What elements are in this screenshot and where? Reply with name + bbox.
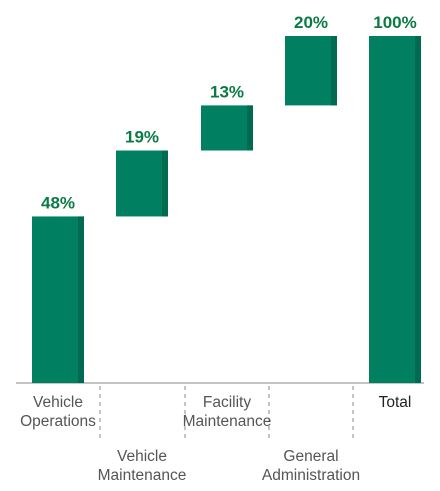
- bar-vehicle-maintenance: [116, 150, 168, 217]
- bar-vehicle-operations: [32, 216, 84, 383]
- bar-shade-general-administration: [331, 36, 337, 106]
- bar-shade-total: [415, 36, 421, 383]
- category-label-vehicle-maintenance: Vehicle Maintenance: [98, 448, 187, 484]
- data-label-facility-maintenance: 13%: [210, 82, 244, 101]
- category-label-vehicle-operations: Vehicle Operations: [20, 394, 96, 430]
- category-label-facility-maintenance: Facility Maintenance: [183, 394, 272, 430]
- bar-total: [369, 36, 421, 383]
- data-label-total: 100%: [373, 13, 416, 32]
- chart-marks: 48% 19% 13% 20% 100% Vehicle OperationsVehicle…: [20, 13, 421, 484]
- data-label-vehicle-operations: 48%: [41, 193, 75, 212]
- bar-shade-vehicle-operations: [78, 216, 84, 383]
- bar-general-administration: [285, 36, 337, 106]
- bar-shade-vehicle-maintenance: [162, 150, 168, 217]
- category-label-total: Total: [379, 394, 412, 411]
- category-label-general-administration: General Administration: [262, 448, 360, 484]
- data-label-vehicle-maintenance: 19%: [125, 128, 159, 147]
- bar-shade-facility-maintenance: [247, 105, 253, 151]
- bar-facility-maintenance: [201, 105, 253, 151]
- data-label-general-administration: 20%: [294, 13, 328, 32]
